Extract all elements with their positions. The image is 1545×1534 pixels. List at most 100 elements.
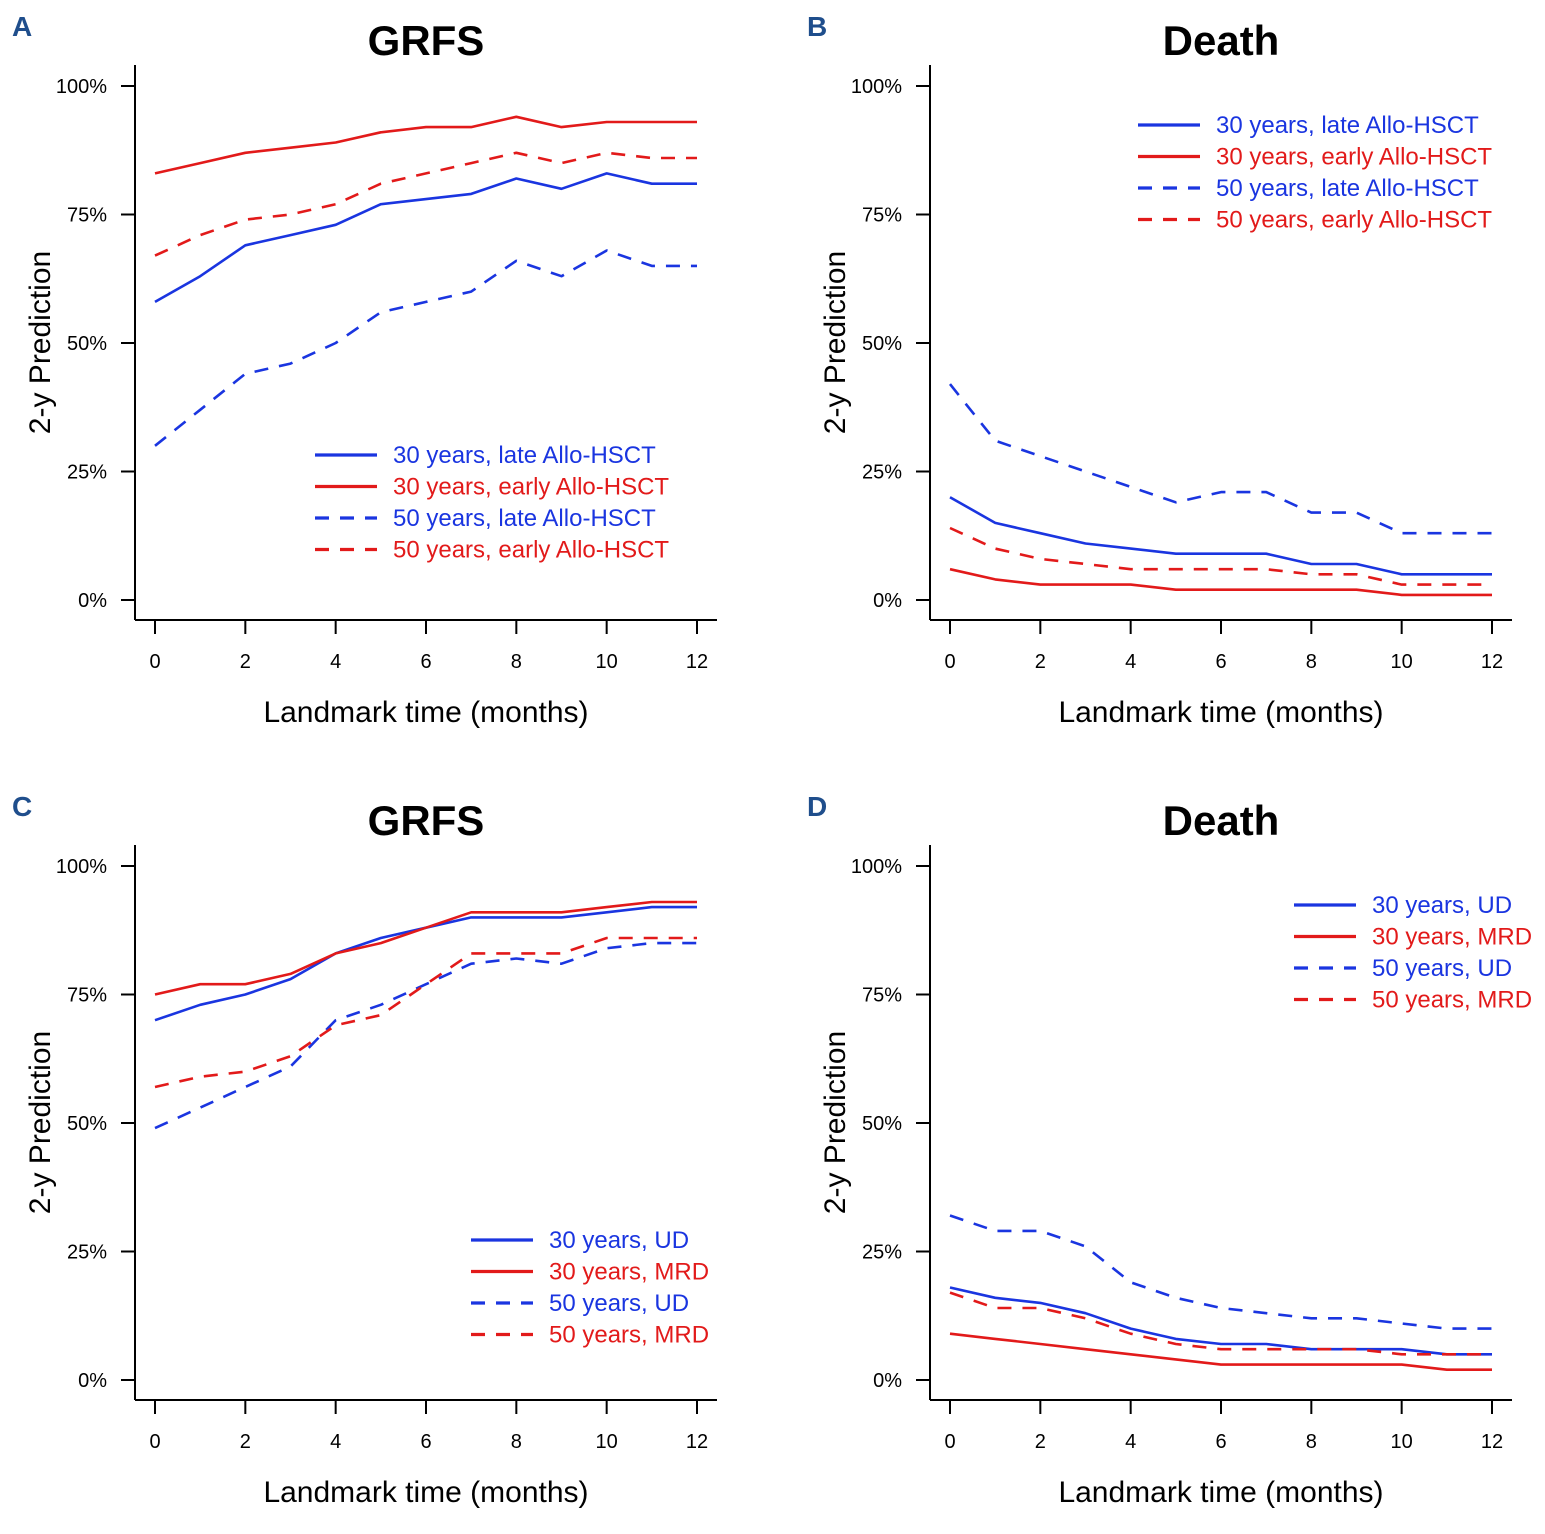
chart-svg: A GRFS 0% 25% 50% 75% 100% 0 2 4 6 8 10 12 Landmark ti… [12, 11, 717, 729]
series-line [949, 1286, 1492, 1356]
y-tick-label: 50% [862, 333, 902, 355]
legend-label: 30 years, MRD [549, 1259, 709, 1286]
legend-label: 50 years, late Allo-HSCT [1216, 175, 1479, 202]
series-line [949, 1332, 1492, 1372]
panel-d: D Death 0% 25% 50% 75% 100% 0 2 4 6 8 10 12 Landmark t… [795, 780, 1545, 1534]
panel-letter: C [12, 791, 32, 822]
x-axis-label: Landmark time (months) [263, 1476, 588, 1509]
x-tick-label: 4 [1125, 1431, 1136, 1453]
chart-title: GRFS [368, 17, 485, 64]
y-axis-label: 2-y Prediction [819, 1031, 852, 1214]
series-line [949, 496, 1492, 576]
x-axis-label: Landmark time (months) [1058, 1476, 1383, 1509]
x-tick-label: 0 [944, 651, 955, 673]
panel-letter: B [807, 11, 827, 42]
y-tick-label: 75% [862, 985, 902, 1007]
x-tick-label: 10 [1391, 1431, 1413, 1453]
series-line [949, 567, 1492, 597]
y-tick-label: 50% [67, 333, 107, 355]
y-tick-label: 75% [862, 205, 902, 227]
legend-label: 30 years, late Allo-HSCT [393, 442, 656, 469]
x-tick-label: 4 [330, 651, 341, 673]
y-axis-label: 2-y Prediction [819, 251, 852, 434]
legend-label: 30 years, late Allo-HSCT [1216, 112, 1479, 139]
legend-label: 50 years, late Allo-HSCT [393, 505, 656, 532]
y-tick-label: 25% [67, 462, 107, 484]
y-tick-label: 0% [78, 590, 107, 612]
x-tick-label: 0 [149, 651, 160, 673]
legend-label: 50 years, UD [1372, 955, 1512, 982]
series-line [154, 172, 697, 304]
y-tick-label: 100% [56, 856, 107, 878]
x-tick-label: 8 [1306, 651, 1317, 673]
legend-label: 50 years, MRD [1372, 987, 1532, 1014]
y-tick-label: 0% [873, 1370, 902, 1392]
chart-svg: B Death 0% 25% 50% 75% 100% 0 2 4 6 8 10 12 Landmark t… [807, 11, 1512, 729]
x-tick-label: 0 [149, 1431, 160, 1453]
y-axis-label: 2-y Prediction [24, 251, 57, 434]
panel-c: C GRFS 0% 25% 50% 75% 100% 0 2 4 6 8 10 12 Landmark ti… [0, 780, 772, 1534]
x-tick-label: 2 [240, 1431, 251, 1453]
chart-svg: D Death 0% 25% 50% 75% 100% 0 2 4 6 8 10 12 Landmark t… [807, 791, 1532, 1509]
legend-label: 30 years, MRD [1372, 924, 1532, 951]
x-tick-label: 8 [511, 651, 522, 673]
x-tick-label: 12 [1481, 651, 1503, 673]
x-tick-label: 6 [1215, 651, 1226, 673]
series-line [154, 905, 697, 1022]
x-tick-label: 12 [1481, 1431, 1503, 1453]
series-line [949, 1214, 1492, 1330]
x-axis-label: Landmark time (months) [1058, 696, 1383, 729]
x-tick-label: 6 [1215, 1431, 1226, 1453]
chart-title: Death [1163, 17, 1280, 64]
legend-label: 30 years, early Allo-HSCT [1216, 144, 1492, 171]
legend-label: 50 years, early Allo-HSCT [393, 537, 669, 564]
y-tick-label: 25% [862, 462, 902, 484]
legend-label: 30 years, early Allo-HSCT [393, 474, 669, 501]
series-line [949, 1291, 1492, 1356]
y-tick-label: 100% [851, 856, 902, 878]
y-tick-label: 50% [862, 1113, 902, 1135]
x-tick-label: 12 [686, 651, 708, 673]
series-line [948, 383, 1492, 535]
legend-label: 30 years, UD [549, 1227, 689, 1254]
y-tick-label: 25% [862, 1242, 902, 1264]
x-tick-label: 4 [1125, 651, 1136, 673]
x-tick-label: 6 [420, 651, 431, 673]
y-axis-label: 2-y Prediction [24, 1031, 57, 1214]
x-tick-label: 8 [1306, 1431, 1317, 1453]
panel-b: B Death 0% 25% 50% 75% 100% 0 2 4 6 8 10 12 Landmark t… [795, 0, 1545, 754]
y-tick-label: 0% [873, 590, 902, 612]
x-tick-label: 2 [240, 651, 251, 673]
y-tick-label: 100% [56, 76, 107, 98]
y-tick-label: 75% [67, 205, 107, 227]
y-tick-label: 25% [67, 1242, 107, 1264]
x-tick-label: 2 [1035, 1431, 1046, 1453]
series-line [154, 900, 697, 996]
panel-letter: D [807, 791, 827, 822]
x-tick-label: 10 [1391, 651, 1413, 673]
panel-a: A GRFS 0% 25% 50% 75% 100% 0 2 4 6 8 10 12 Landmark ti… [0, 0, 772, 754]
x-tick-label: 10 [596, 1431, 618, 1453]
series-line [949, 526, 1492, 586]
panel-letter: A [12, 11, 32, 42]
y-tick-label: 50% [67, 1113, 107, 1135]
series-line [154, 151, 697, 257]
chart-title: Death [1163, 797, 1280, 844]
x-tick-label: 2 [1035, 651, 1046, 673]
legend-label: 50 years, MRD [549, 1322, 709, 1349]
chart-title: GRFS [368, 797, 485, 844]
x-tick-label: 8 [511, 1431, 522, 1453]
legend-label: 50 years, early Allo-HSCT [1216, 207, 1492, 234]
series-line [154, 936, 697, 1089]
x-tick-label: 12 [686, 1431, 708, 1453]
y-tick-label: 75% [67, 985, 107, 1007]
legend-label: 50 years, UD [549, 1290, 689, 1317]
series-line [154, 115, 697, 175]
chart-svg: C GRFS 0% 25% 50% 75% 100% 0 2 4 6 8 10 12 Landmark ti… [12, 791, 717, 1509]
x-tick-label: 6 [420, 1431, 431, 1453]
legend-label: 30 years, UD [1372, 892, 1512, 919]
x-tick-label: 4 [330, 1431, 341, 1453]
x-axis-label: Landmark time (months) [263, 696, 588, 729]
y-tick-label: 100% [851, 76, 902, 98]
